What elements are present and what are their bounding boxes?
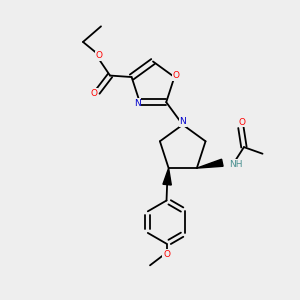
Text: N: N <box>179 117 186 126</box>
Text: O: O <box>95 51 102 60</box>
Text: O: O <box>172 71 179 80</box>
Text: NH: NH <box>229 160 242 169</box>
Text: O: O <box>90 89 97 98</box>
Text: O: O <box>163 250 170 259</box>
Polygon shape <box>163 168 171 185</box>
Polygon shape <box>197 159 223 168</box>
Text: N: N <box>134 99 141 108</box>
Text: O: O <box>238 118 245 127</box>
